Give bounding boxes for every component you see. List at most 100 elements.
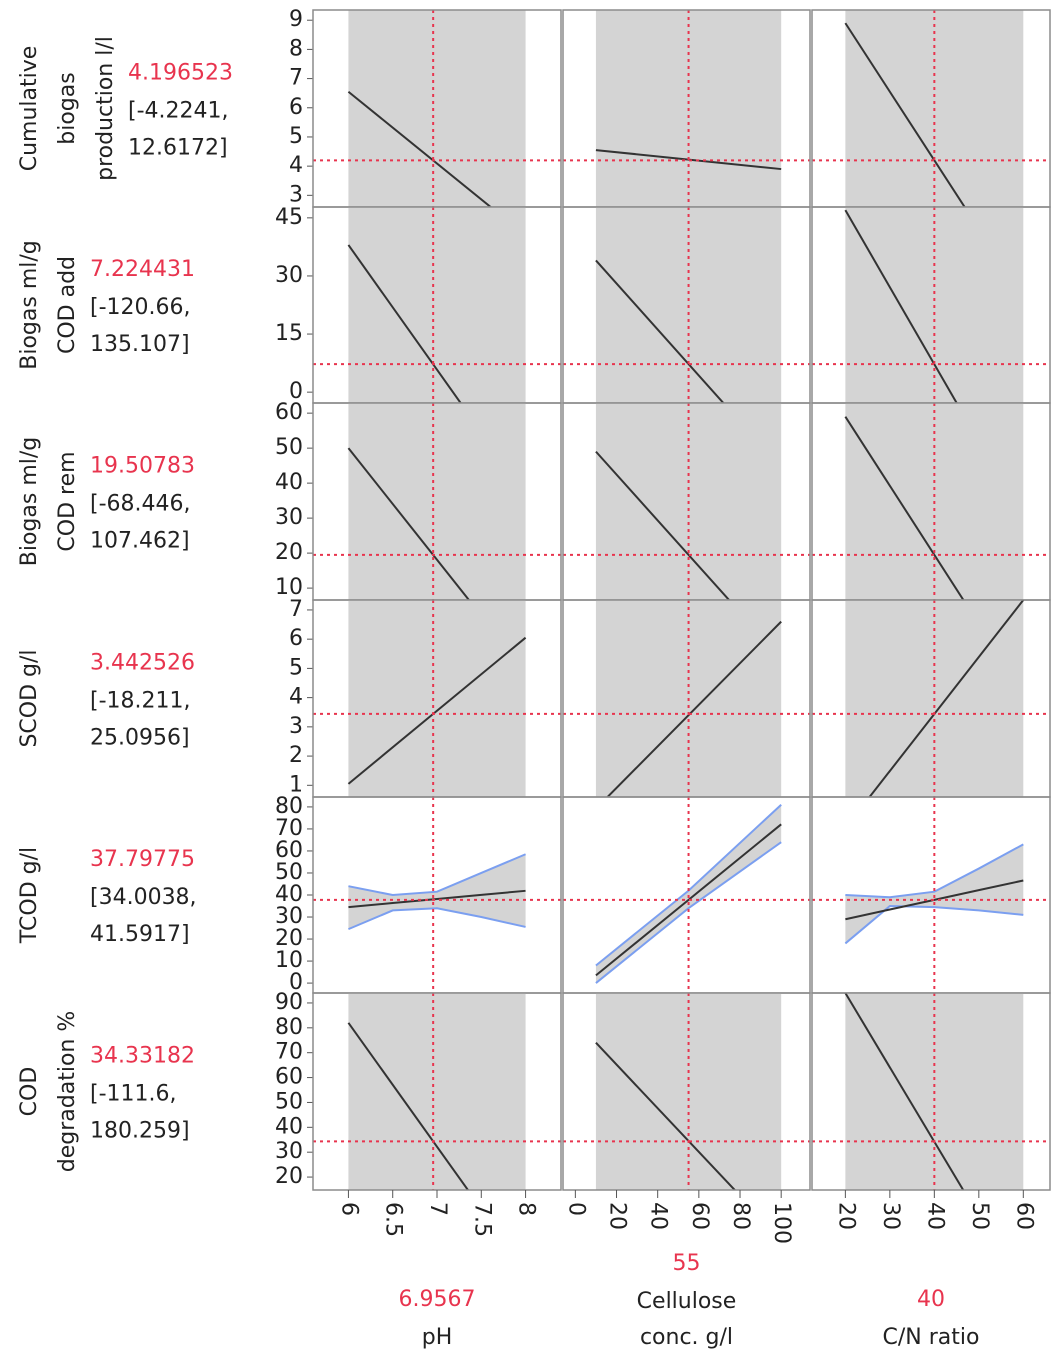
confidence-line [595, 841, 782, 984]
factor-name: C/N ratio [883, 1325, 980, 1350]
prediction-line [347, 90, 493, 207]
y-tick-label: 70 [275, 1040, 303, 1065]
y-tick-label: 20 [275, 1164, 303, 1189]
data-range-band [348, 10, 526, 207]
y-tick-label: 60 [275, 838, 303, 863]
response-current: 3.442526 [90, 651, 195, 676]
x-tick-label: 6 [336, 1202, 361, 1216]
prediction-line [595, 823, 782, 977]
response-interval: [-120.66, [90, 295, 191, 320]
cell [812, 207, 1050, 403]
y-tick-label: 30 [275, 1139, 303, 1164]
response-current: 34.33182 [90, 1044, 195, 1069]
response-name: Cumulative [17, 46, 42, 172]
cell [313, 207, 561, 403]
response-interval: [-18.211, [90, 689, 191, 714]
cell [313, 797, 561, 993]
response-name: Biogas ml/g [17, 240, 42, 370]
factor-current: 40 [917, 1287, 945, 1312]
response-interval: 107.462] [90, 529, 190, 554]
y-tick-label: 0 [289, 379, 303, 404]
y-tick-label: 5 [289, 124, 303, 149]
x-tick-label: 8 [514, 1202, 539, 1216]
response-interval: 135.107] [90, 332, 190, 357]
x-tick-label: 7.5 [469, 1202, 494, 1237]
response-name: biogas [55, 72, 80, 144]
y-tick-label: 1 [289, 772, 303, 797]
y-tick-label: 7 [289, 597, 303, 622]
y-tick-label: 8 [289, 36, 303, 61]
cell [313, 993, 561, 1190]
y-tick-label: 50 [275, 860, 303, 885]
response-name: TCOD g/l [17, 847, 42, 944]
y-tick-label: 60 [275, 1065, 303, 1090]
y-tick-label: 80 [275, 794, 303, 819]
y-tick-label: 30 [275, 505, 303, 530]
y-tick-label: 40 [275, 1114, 303, 1139]
response-interval: 41.5917] [90, 922, 190, 947]
factor-name: Cellulose [637, 1289, 737, 1314]
response-interval: 180.259] [90, 1119, 190, 1144]
y-tick-label: 40 [275, 470, 303, 495]
x-tick-label: 6.5 [381, 1202, 406, 1237]
prediction-line [347, 1022, 470, 1190]
cell [812, 797, 1050, 993]
prediction-line [606, 620, 782, 797]
y-tick-label: 45 [275, 205, 303, 230]
cell [812, 10, 1050, 207]
cell [563, 993, 810, 1190]
y-tick-label: 20 [275, 540, 303, 565]
cell [812, 993, 1050, 1190]
x-tick-label: 20 [833, 1202, 858, 1230]
response-name: SCOD g/l [17, 649, 42, 747]
prediction-line [595, 450, 731, 600]
y-tick-label: 50 [275, 1089, 303, 1114]
y-tick-label: 4 [289, 685, 303, 710]
y-tick-label: 30 [275, 904, 303, 929]
cell [313, 10, 561, 207]
x-tick-label: 100 [769, 1202, 794, 1244]
cell [563, 797, 810, 993]
cell-border [811, 992, 1051, 1191]
y-tick-label: 10 [275, 948, 303, 973]
data-range-band [348, 207, 526, 403]
x-tick-label: 7 [425, 1202, 450, 1216]
response-interval: 25.0956] [90, 726, 190, 751]
confidence-line [348, 907, 526, 931]
prediction-line [348, 889, 526, 909]
x-tick-label: 20 [605, 1202, 630, 1230]
factor-current: 6.9567 [399, 1287, 476, 1312]
cell [563, 600, 810, 797]
cell-border [562, 992, 811, 1191]
y-tick-label: 30 [275, 263, 303, 288]
confidence-line [348, 853, 526, 897]
y-tick-label: 0 [289, 970, 303, 995]
x-tick-label: 60 [687, 1202, 712, 1230]
cell [812, 600, 1050, 797]
y-tick-label: 2 [289, 743, 303, 768]
prediction-line [845, 879, 1024, 921]
response-name: COD rem [55, 451, 80, 551]
x-tick-label: 30 [878, 1202, 903, 1230]
y-tick-label: 50 [275, 435, 303, 460]
response-name: production l/l [93, 36, 118, 181]
cell [563, 403, 810, 600]
cell [313, 403, 561, 600]
factor-current: 55 [673, 1251, 701, 1276]
response-interval: [-111.6, [90, 1082, 177, 1107]
x-tick-label: 50 [967, 1202, 992, 1230]
prediction-line [347, 636, 527, 785]
prediction-line [844, 22, 966, 207]
x-tick-label: 40 [922, 1202, 947, 1230]
y-tick-label: 60 [275, 400, 303, 425]
y-tick-label: 7 [289, 66, 303, 91]
response-current: 19.50783 [90, 454, 195, 479]
y-tick-label: 9 [289, 7, 303, 32]
y-tick-label: 70 [275, 816, 303, 841]
y-tick-label: 6 [289, 626, 303, 651]
data-range-band [348, 600, 526, 797]
x-tick-label: 60 [1011, 1202, 1036, 1230]
cell [313, 600, 561, 797]
factor-name: conc. g/l [640, 1325, 733, 1350]
